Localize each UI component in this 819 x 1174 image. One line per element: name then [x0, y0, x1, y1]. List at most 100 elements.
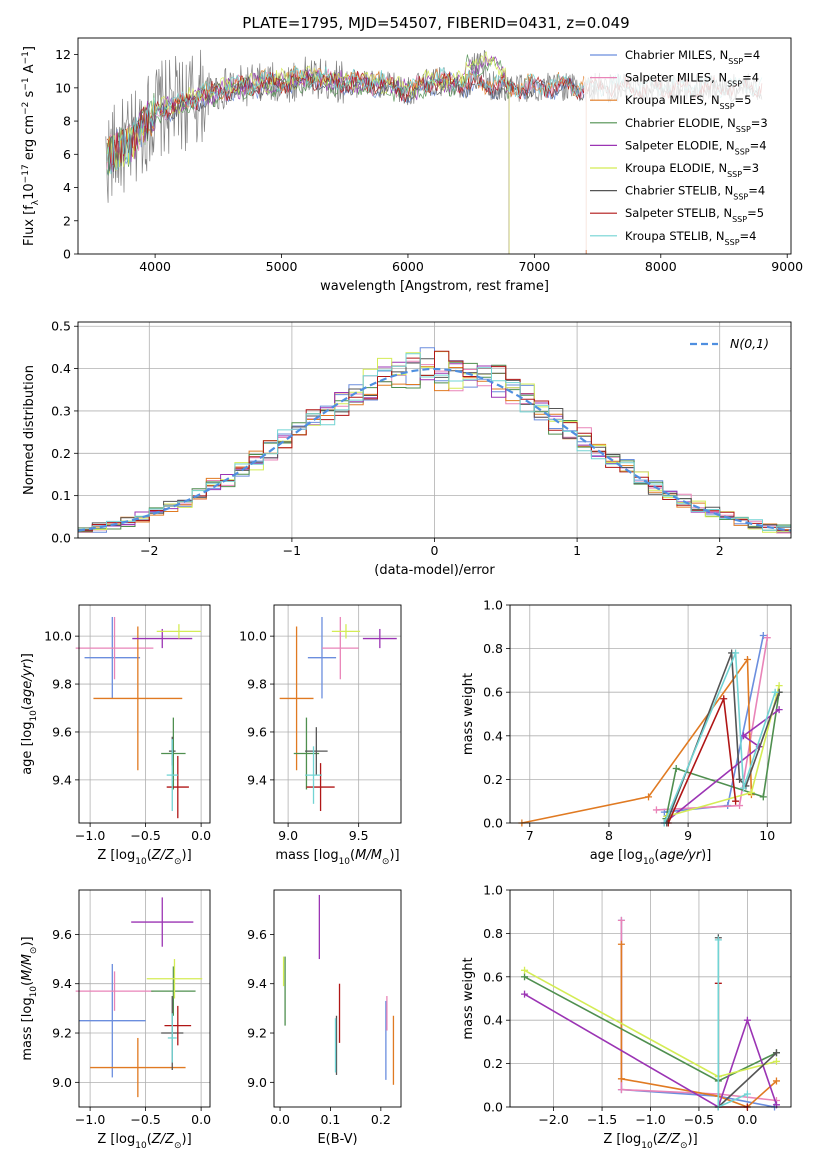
- x-tick-label: 9: [684, 828, 692, 843]
- plus-marker: [521, 973, 529, 981]
- y-tick-label: 10.0: [239, 629, 267, 644]
- errorbar-chabrier-elodie: [161, 717, 186, 790]
- errorbar-kroupa-miles: [93, 626, 183, 771]
- y-tick-label: 9.8: [247, 677, 267, 692]
- y-tick-label: 9.6: [247, 927, 267, 942]
- y-tick-label: 6: [63, 147, 71, 162]
- plus-marker: [763, 634, 771, 642]
- y-tick-label: 0.2: [483, 772, 503, 787]
- y-tick-label: 0.0: [51, 531, 71, 546]
- plot-area: [75, 897, 203, 1098]
- y-tick-label: 0.4: [51, 361, 71, 376]
- legend-entry: Salpeter ELODIE, NSSP=4: [625, 138, 767, 156]
- errorbar-kroupa-miles: [279, 626, 314, 771]
- plus-marker: [720, 695, 728, 703]
- mass-weight-line-salpeter-elodie: [524, 993, 778, 1109]
- x-tick-label: 9000: [771, 259, 803, 274]
- model-spectrum-chabrier-elodie: [106, 54, 510, 254]
- legend-entry: Salpeter STELIB, NSSP=5: [625, 206, 764, 224]
- y-tick-label: 1.0: [483, 883, 503, 898]
- plus-marker: [732, 649, 740, 657]
- legend-entry: Chabrier MILES, NSSP=4: [625, 48, 760, 66]
- plus-marker: [775, 706, 783, 714]
- errorbar-kroupa-stelib: [305, 746, 322, 804]
- errorbar-chabrier-elodie: [151, 966, 196, 1016]
- x-tick-label: −0.5: [684, 1112, 714, 1127]
- plus-marker: [617, 1086, 625, 1094]
- errorbar-salpeter-elodie: [362, 628, 397, 649]
- y-axis-label: mass weight: [461, 673, 476, 755]
- y-tick-label: 0.3: [51, 403, 71, 418]
- x-axis-label: wavelength [Angstrom, rest frame]: [320, 279, 549, 294]
- panel-age_mass: 9.0 9.5 9.4 9.6 9.8 10.0 mass [log10(M/M⊙)]: [239, 604, 402, 867]
- plus-marker: [617, 940, 625, 948]
- y-tick-label: 0.8: [483, 641, 503, 656]
- errorbar-salpeter-miles: [321, 616, 359, 680]
- errorbar-salpeter-stelib: [306, 763, 335, 812]
- x-tick-label: 4000: [139, 259, 171, 274]
- legend-entry: Chabrier STELIB, NSSP=4: [625, 184, 765, 202]
- x-tick-label: 5000: [266, 259, 298, 274]
- panel-mw_Z: −2.0 −1.5 −1.0 −0.5 0.0 0.0 0.2 0.4 0.6 0.8 1.0 Z […: [461, 883, 792, 1151]
- plus-marker: [736, 775, 744, 783]
- panel-age_Z: −1.0 −0.5 0.0 9.4 9.6 9.8 10.0 Z [log10(Z/Z⊙)] a…: [20, 604, 211, 867]
- x-tick-label: −1.5: [587, 1112, 617, 1127]
- x-tick-label: 1: [573, 543, 581, 558]
- mass-weight-line-salpeter-stelib: [667, 695, 737, 824]
- x-tick-label: 7000: [518, 259, 550, 274]
- y-tick-label: 9.4: [52, 976, 72, 991]
- y-tick-label: 1.0: [483, 598, 503, 613]
- panel-mw_age: 7 8 9 10 0.0 0.2 0.4 0.6 0.8 1.0 age [log10(age/yr…: [461, 598, 792, 867]
- plus-marker: [759, 793, 767, 801]
- x-tick-label: 9.5: [349, 828, 369, 843]
- errorbar-kroupa-elodie: [156, 624, 202, 639]
- x-tick-label: 10: [759, 828, 775, 843]
- axes-frame: [273, 604, 402, 824]
- mass-weight-line-kroupa-stelib: [717, 939, 748, 1109]
- errorbar-chabrier-elodie: [293, 717, 320, 790]
- x-tick-label: 0.0: [737, 1112, 757, 1127]
- plot-area: [279, 616, 397, 812]
- errorbar-chabrier-miles: [307, 616, 337, 699]
- errorbar-chabrier-stelib: [305, 727, 328, 776]
- mass-weight-line-chabrier-miles: [620, 920, 775, 1108]
- y-tick-label: 10.0: [44, 629, 72, 644]
- errorbar-salpeter-miles: [75, 971, 154, 1011]
- y-tick-label: 0.0: [483, 816, 503, 831]
- x-tick-label: −1.0: [75, 1112, 105, 1127]
- x-axis-label: age [log10(age/yr)]: [590, 848, 712, 867]
- plus-marker: [645, 793, 653, 801]
- errorbar-salpeter-stelib: [164, 1005, 192, 1046]
- mass-weight-line-kroupa-stelib: [663, 652, 776, 824]
- mass-weight-line-kroupa-miles: [521, 657, 753, 824]
- axes-frame: [78, 604, 211, 824]
- errorbar-salpeter-miles: [75, 616, 154, 680]
- errorbar-salpeter-stelib: [166, 755, 189, 819]
- x-tick-label: 0: [431, 543, 439, 558]
- x-tick-label: 6000: [392, 259, 424, 274]
- legend-entry: N(0,1): [730, 336, 769, 351]
- legend-entry: Kroupa ELODIE, NSSP=3: [625, 161, 759, 179]
- y-tick-label: 10: [55, 80, 71, 95]
- y-axis-label: age [log10(age/yr)]: [20, 653, 39, 775]
- x-tick-label: 0.0: [270, 1112, 290, 1127]
- errorbar-chabrier-miles: [84, 616, 141, 699]
- plus-marker: [672, 765, 680, 772]
- plot-area: [518, 632, 783, 827]
- legend-entry: Kroupa MILES, NSSP=5: [625, 93, 751, 111]
- x-axis-label: E(B-V): [317, 1132, 357, 1147]
- plus-marker: [617, 1075, 625, 1083]
- plus-marker: [759, 632, 767, 640]
- y-axis-label: mass [log10(M/M⊙)]: [20, 936, 39, 1060]
- plot-area: [77, 347, 792, 534]
- y-axis-label: Flux [fλ10−17 erg cm−2 s−1 A−1]: [21, 46, 41, 246]
- legend: Chabrier MILES, NSSP=4 Salpeter MILES, NS…: [584, 44, 789, 250]
- y-tick-label: 2: [63, 213, 71, 228]
- errorbar-kroupa-stelib: [166, 739, 178, 812]
- y-axis-label: Normed distribution: [22, 365, 37, 495]
- y-tick-label: 9.0: [52, 1075, 72, 1090]
- legend-entry: Salpeter MILES, NSSP=4: [625, 71, 759, 89]
- y-tick-label: 0.1: [51, 488, 71, 503]
- y-tick-label: 0.8: [483, 926, 503, 941]
